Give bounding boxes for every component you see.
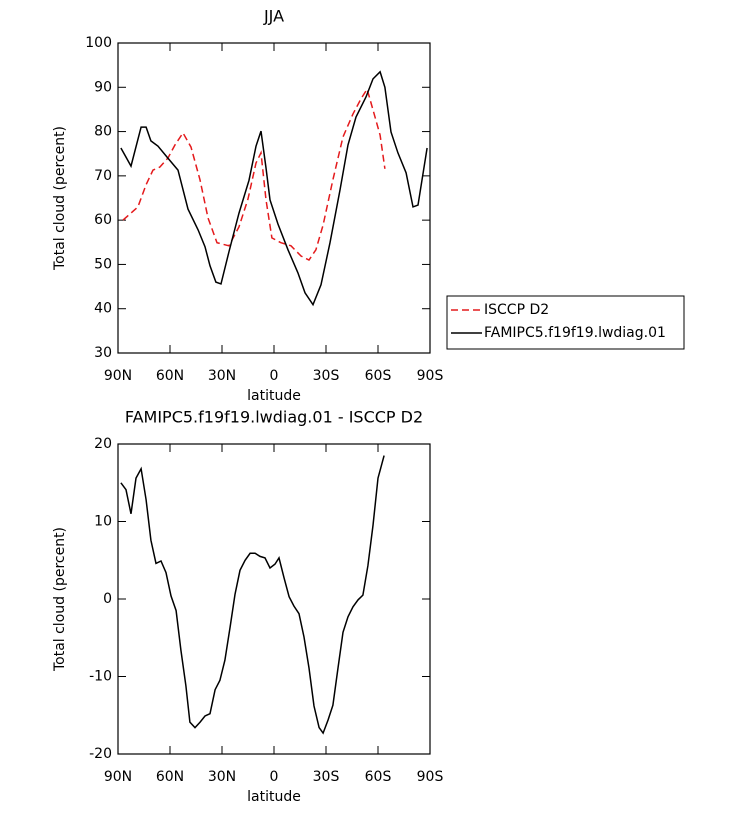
series-line — [120, 70, 428, 307]
x-tick-label: 0 — [270, 368, 279, 384]
y-axis-label: Total cloud (percent) — [52, 527, 68, 672]
y-tick-label: 40 — [94, 301, 112, 317]
y-axis-label: Total cloud (percent) — [52, 126, 68, 271]
x-tick-label: 90N — [104, 368, 132, 384]
y-tick-label: 0 — [103, 591, 112, 607]
x-tick-label: 0 — [270, 769, 279, 785]
y-tick-label: -10 — [89, 669, 112, 685]
x-axis-label: latitude — [247, 789, 301, 805]
x-tick-label: 90S — [417, 769, 444, 785]
x-tick-label: 60N — [156, 368, 184, 384]
plot-frame — [117, 42, 431, 354]
x-axis-label: latitude — [247, 388, 301, 404]
x-tick-label: 60S — [365, 368, 392, 384]
series-line — [122, 87, 386, 261]
series-line — [120, 455, 385, 735]
y-tick-label: 10 — [94, 514, 112, 530]
x-tick-label: 60S — [365, 769, 392, 785]
x-tick-label: 30N — [208, 368, 236, 384]
plot-frame — [117, 443, 431, 755]
x-tick-label: 30N — [208, 769, 236, 785]
x-tick-label: 90S — [417, 368, 444, 384]
chart-title: FAMIPC5.f19f19.lwdiag.01 - ISCCP D2 — [125, 408, 423, 427]
y-tick-label: 50 — [94, 256, 112, 272]
y-tick-label: -20 — [89, 746, 112, 762]
y-tick-label: 90 — [94, 79, 112, 95]
x-tick-label: 30S — [313, 368, 340, 384]
y-tick-label: 30 — [94, 345, 112, 361]
y-tick-label: 100 — [85, 35, 112, 51]
x-tick-label: 90N — [104, 769, 132, 785]
y-tick-label: 70 — [94, 168, 112, 184]
x-tick-label: 60N — [156, 769, 184, 785]
x-tick-label: 30S — [313, 769, 340, 785]
chart-title: JJA — [263, 7, 284, 26]
y-tick-label: 60 — [94, 212, 112, 228]
legend-label: FAMIPC5.f19f19.lwdiag.01 — [484, 325, 666, 341]
y-tick-label: 80 — [94, 124, 112, 140]
y-tick-label: 20 — [94, 436, 112, 452]
legend-label: ISCCP D2 — [484, 302, 549, 318]
legend-box — [446, 295, 685, 350]
